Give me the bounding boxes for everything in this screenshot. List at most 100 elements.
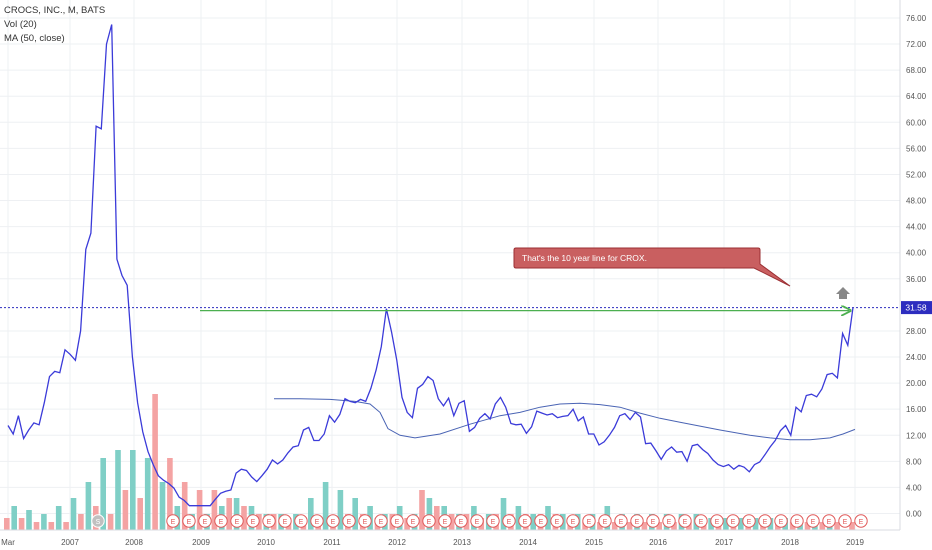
x-tick-label: 2010	[257, 538, 275, 547]
annotation-callout[interactable]: That's the 10 year line for CROX.	[513, 247, 791, 287]
volume-bar	[107, 514, 114, 530]
x-tick-label: 2007	[61, 538, 79, 547]
earnings-marker	[534, 514, 548, 528]
earnings-marker-label: E	[619, 519, 624, 526]
y-tick-label: 36.00	[906, 275, 927, 284]
earnings-marker	[758, 514, 772, 528]
price-badge-text: 31.58	[905, 303, 927, 313]
volume-bar	[597, 522, 603, 530]
y-tick-label: 4.00	[906, 483, 922, 492]
legend-volume: Vol (20)	[4, 19, 37, 30]
earnings-marker-label: E	[539, 519, 544, 526]
y-tick-label: 68.00	[906, 66, 927, 75]
volume-bar	[241, 506, 247, 530]
volume-bar	[70, 498, 77, 530]
earnings-marker	[294, 514, 308, 528]
volume-bar	[515, 506, 522, 530]
legend-symbol: CROCS, INC., M, BATS	[4, 5, 106, 16]
earnings-marker-label: E	[331, 519, 336, 526]
earnings-marker-label: E	[235, 519, 240, 526]
earnings-marker-label: E	[299, 519, 304, 526]
x-axis-labels: Mar 2007 2008 2009 2010 2011 2012 2013 2014 2015 2…	[1, 538, 864, 547]
earnings-marker-label: E	[859, 519, 864, 526]
earnings-marker-label: E	[779, 519, 784, 526]
volume-bar	[308, 498, 314, 530]
earnings-marker	[406, 514, 420, 528]
earnings-marker-label: E	[203, 519, 208, 526]
price-line	[7, 24, 854, 507]
y-tick-label: 20.00	[906, 379, 927, 388]
earnings-marker	[438, 514, 452, 528]
earnings-marker	[790, 514, 804, 528]
volume-bar	[63, 522, 69, 530]
volume-bar	[233, 498, 240, 530]
earnings-marker-label: E	[667, 519, 672, 526]
volume-bar	[211, 490, 218, 530]
y-axis-labels: 0.00 4.00 8.00 12.00 16.00 20.00 24.00 28.00 36.…	[906, 14, 927, 519]
earnings-marker-label: E	[475, 519, 480, 526]
earnings-marker-label: E	[427, 519, 432, 526]
volume-bar	[226, 498, 232, 530]
volume-bar	[671, 522, 677, 530]
x-tick-label: 2008	[125, 538, 143, 547]
y-tick-label: 52.00	[906, 170, 927, 179]
earnings-marker	[246, 514, 260, 528]
earnings-marker-label: E	[395, 519, 400, 526]
earnings-marker-label: E	[795, 519, 800, 526]
y-tick-label: 12.00	[906, 431, 927, 440]
x-tick-label: 2017	[715, 538, 733, 547]
volume-bar	[819, 522, 826, 530]
volume-bar	[48, 522, 55, 530]
y-tick-label: 8.00	[906, 457, 922, 466]
y-tick-label: 64.00	[906, 92, 927, 101]
earnings-marker	[598, 514, 612, 528]
earnings-marker	[486, 514, 500, 528]
earnings-marker	[310, 514, 324, 528]
y-tick-label: 28.00	[906, 327, 927, 336]
earnings-marker-label: E	[763, 519, 768, 526]
earnings-marker-label: E	[603, 519, 608, 526]
earnings-marker-label: E	[219, 519, 224, 526]
volume-bar	[611, 522, 618, 530]
volume-bar	[18, 518, 25, 530]
y-tick-label: 0.00	[906, 510, 922, 519]
volume-bar	[196, 490, 203, 530]
earnings-marker-label: E	[283, 519, 288, 526]
split-marker-label: S	[96, 519, 101, 526]
volume-bar	[85, 482, 92, 530]
earnings-marker	[774, 514, 788, 528]
earnings-marker-label: E	[555, 519, 560, 526]
volume-bar	[434, 506, 440, 530]
y-tick-label: 48.00	[906, 197, 927, 206]
volume-bar	[33, 522, 40, 530]
earnings-marker	[454, 514, 468, 528]
y-tick-label: 76.00	[906, 14, 927, 23]
earnings-marker-label: E	[523, 519, 528, 526]
earnings-marker	[166, 514, 180, 528]
earnings-marker-label: E	[491, 519, 496, 526]
volume-bar	[130, 450, 136, 530]
x-tick-label: 2013	[453, 538, 471, 547]
chart-legend: CROCS, INC., M, BATS Vol (20) MA (50, cl…	[4, 4, 105, 46]
earnings-marker	[646, 514, 660, 528]
earnings-marker	[854, 514, 868, 528]
volume-bar	[122, 490, 129, 530]
earnings-marker	[326, 514, 340, 528]
volume-bar	[167, 458, 173, 530]
volume-bar	[152, 394, 158, 530]
y-tick-label: 60.00	[906, 118, 927, 127]
legend-ma: MA (50, close)	[4, 33, 65, 44]
x-tick-label: 2009	[192, 538, 210, 547]
earnings-marker-label: E	[747, 519, 752, 526]
earnings-marker	[614, 514, 628, 528]
volume-bar	[41, 514, 47, 530]
earnings-marker	[502, 514, 516, 528]
earnings-marker	[806, 514, 820, 528]
earnings-marker	[694, 514, 708, 528]
volume-bar	[4, 518, 10, 530]
earnings-marker	[662, 514, 676, 528]
volume-bar	[641, 522, 648, 530]
earnings-marker	[822, 514, 836, 528]
